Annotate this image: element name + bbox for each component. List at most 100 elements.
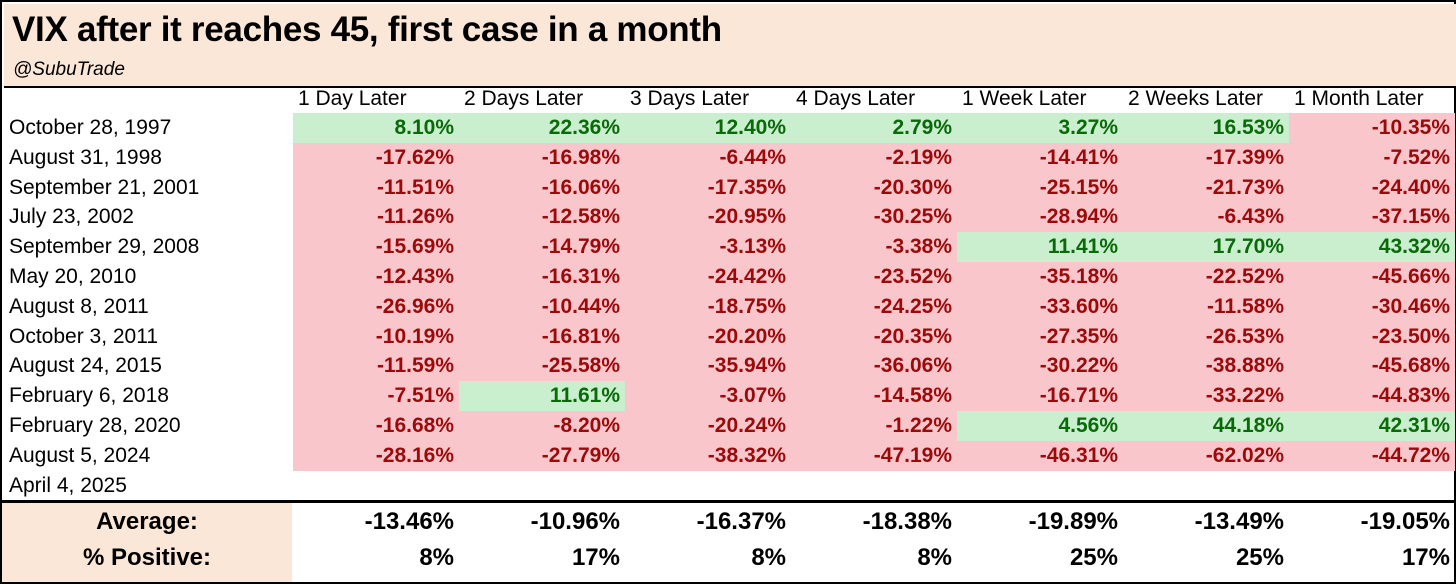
table-cell: -26.96%	[293, 291, 459, 322]
table-cell: 2.79%	[791, 113, 957, 143]
summary-label: Average:	[96, 508, 198, 535]
summary-cell: -13.49%	[1194, 508, 1284, 535]
row-date-label: September 21, 2001	[9, 175, 200, 199]
summary-cell: 8%	[751, 544, 786, 571]
row-date-label: July 23, 2002	[9, 205, 134, 229]
summary-cell: -18.38%	[862, 508, 952, 535]
table-cell: -3.38%	[791, 232, 957, 263]
table-cell: -11.51%	[293, 172, 459, 203]
table-cell: 22.36%	[459, 113, 625, 143]
table-cell: -14.41%	[957, 142, 1123, 173]
table-cell: -46.31%	[957, 440, 1123, 471]
table-cell: -30.25%	[791, 202, 957, 233]
table-cell: -11.58%	[1123, 291, 1289, 322]
summary-cell: -19.05%	[1360, 508, 1450, 535]
summary-cell: 8%	[419, 544, 454, 571]
table-cell: -16.71%	[957, 381, 1123, 412]
table-cell: -25.15%	[957, 172, 1123, 203]
table-cell: 42.31%	[1289, 411, 1455, 441]
table-cell: -11.26%	[293, 202, 459, 233]
table-cell: 3.27%	[957, 113, 1123, 143]
table-cell: 4.56%	[957, 411, 1123, 441]
table-cell: 11.41%	[957, 232, 1123, 263]
table-cell: -8.20%	[459, 411, 625, 441]
table-cell: -38.88%	[1123, 351, 1289, 382]
column-header: 1 Week Later	[962, 87, 1087, 110]
table-cell: -24.40%	[1289, 172, 1455, 203]
table-cell: -22.52%	[1123, 262, 1289, 292]
table-cell: -16.31%	[459, 262, 625, 292]
row-date-label: May 20, 2010	[9, 265, 137, 288]
row-date-label: August 31, 1998	[9, 145, 162, 169]
summary-cell: -16.37%	[696, 508, 786, 535]
summary-cell: 17%	[571, 544, 620, 571]
row-date-label: September 29, 2008	[9, 235, 200, 259]
column-header: 1 Month Later	[1294, 87, 1424, 110]
table-cell: -23.50%	[1289, 321, 1455, 352]
table-cell: 16.53%	[1123, 113, 1289, 143]
table-cell: -35.94%	[625, 351, 791, 382]
page-title: VIX after it reaches 45, first case in a…	[12, 10, 722, 49]
row-date-label: August 24, 2015	[9, 354, 162, 378]
table-cell: -16.06%	[459, 172, 625, 203]
table-cell: -7.51%	[293, 381, 459, 412]
table-cell: -28.94%	[957, 202, 1123, 233]
table-cell: -12.58%	[459, 202, 625, 233]
summary-cell: 25%	[1235, 544, 1284, 571]
table-cell: -20.35%	[791, 321, 957, 352]
table-cell: -35.18%	[957, 262, 1123, 292]
row-date-label: February 28, 2020	[9, 414, 181, 437]
table-cell: -62.02%	[1123, 440, 1289, 471]
table-cell: -17.35%	[625, 172, 791, 203]
table-cell: -14.58%	[791, 381, 957, 412]
table-cell: -44.83%	[1289, 381, 1455, 412]
row-date-label: August 8, 2011	[9, 294, 149, 318]
table-cell: -15.69%	[293, 232, 459, 263]
table-cell: -21.73%	[1123, 172, 1289, 203]
column-header: 2 Days Later	[464, 87, 584, 110]
table-cell: -30.22%	[957, 351, 1123, 382]
table-cell: -17.39%	[1123, 142, 1289, 173]
table-cell: -1.22%	[791, 411, 957, 441]
table-cell: -24.25%	[791, 291, 957, 322]
summary-cell: 8%	[917, 544, 952, 571]
row-date-label: October 3, 2011	[9, 324, 159, 348]
table-cell: -6.43%	[1123, 202, 1289, 233]
summary-cell: -10.96%	[530, 508, 620, 535]
table-cell: -45.68%	[1289, 351, 1455, 382]
summary-cell: -19.89%	[1028, 508, 1118, 535]
header-banner: VIX after it reaches 45, first case in a…	[4, 4, 1456, 88]
table-cell: -44.72%	[1289, 440, 1455, 471]
table-cell: -20.95%	[625, 202, 791, 233]
table-cell: 12.40%	[625, 113, 791, 143]
row-date-label: April 4, 2025	[9, 473, 127, 497]
column-header: 4 Days Later	[796, 87, 916, 110]
table-cell: -16.68%	[293, 411, 459, 441]
table-cell: 43.32%	[1289, 232, 1455, 263]
summary-label-panel	[2, 503, 292, 582]
table-cell: -12.43%	[293, 262, 459, 292]
table-cell: -26.53%	[1123, 321, 1289, 352]
table-cell: -25.58%	[459, 351, 625, 382]
table-cell: 8.10%	[293, 113, 459, 143]
table-cell: -47.19%	[791, 440, 957, 471]
table-cell: -7.52%	[1289, 142, 1455, 173]
table-cell: -11.59%	[293, 351, 459, 382]
table-cell: -20.20%	[625, 321, 791, 352]
summary-cell: 17%	[1401, 544, 1450, 571]
table-cell: -10.35%	[1289, 113, 1455, 143]
author-handle: @SubuTrade	[13, 59, 125, 80]
row-date-label: August 5, 2024	[9, 443, 151, 467]
table-cell: -18.75%	[625, 291, 791, 322]
summary-cell: 25%	[1069, 544, 1118, 571]
row-date-label: October 28, 1997	[9, 116, 172, 139]
table-cell: -33.60%	[957, 291, 1123, 322]
table-cell: 17.70%	[1123, 232, 1289, 263]
table-cell: 44.18%	[1123, 411, 1289, 441]
table-cell: -16.98%	[459, 142, 625, 173]
table-cell: -16.81%	[459, 321, 625, 352]
summary-divider	[2, 500, 1454, 503]
table-cell: -38.32%	[625, 440, 791, 471]
summary-cell: -13.46%	[364, 508, 454, 535]
summary-label: % Positive:	[82, 544, 212, 571]
